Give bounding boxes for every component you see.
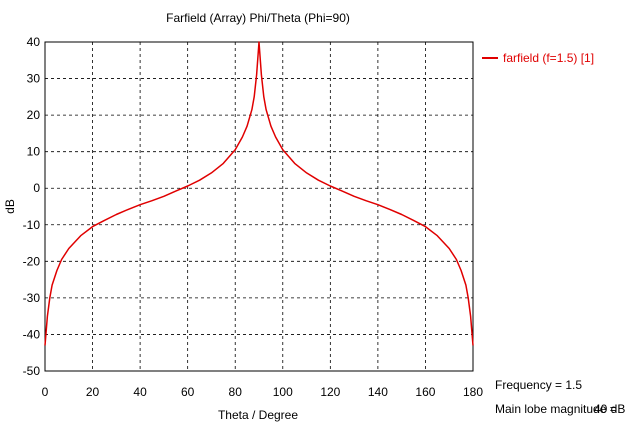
legend-label: farfield (f=1.5) [1]: [503, 51, 594, 65]
x-tick-label: 180: [463, 385, 483, 399]
y-axis-label: dB: [3, 199, 17, 214]
x-tick-label: 20: [86, 385, 100, 399]
main-lobe-label: Main lobe magnitude =: [495, 402, 617, 416]
series-line-0: [44, 41, 474, 346]
tick-labels: 0 20 40 60 80 100 120 140 160 180403020100-10-20-…: [23, 35, 484, 399]
y-tick-label: -40: [23, 327, 41, 341]
y-tick-label: -10: [23, 218, 41, 232]
x-tick-label: 100: [273, 385, 293, 399]
x-axis-label: Theta / Degree: [218, 408, 298, 422]
y-tick-label: 40: [27, 35, 41, 49]
y-tick-label: -30: [23, 291, 41, 305]
x-tick-label: 80: [229, 385, 243, 399]
x-tick-label: 40: [133, 385, 147, 399]
legend: farfield (f=1.5) [1]: [482, 51, 594, 65]
chart-title: Farfield (Array) Phi/Theta (Phi=90): [166, 11, 350, 25]
y-tick-label: 0: [33, 181, 40, 195]
x-tick-label: 160: [415, 385, 435, 399]
y-tick-label: -50: [23, 364, 41, 378]
x-tick-label: 120: [320, 385, 340, 399]
frequency-readout: Frequency = 1.5: [495, 378, 583, 392]
main-lobe-value: 40 dB: [594, 402, 626, 416]
x-tick-label: 140: [368, 385, 388, 399]
grid-lines: [45, 42, 473, 371]
series-layer: [44, 41, 474, 346]
y-tick-label: 10: [27, 145, 41, 159]
x-tick-label: 60: [181, 385, 195, 399]
y-tick-label: -20: [23, 254, 41, 268]
y-tick-label: 30: [27, 72, 41, 86]
y-tick-label: 20: [27, 108, 41, 122]
plot-area: [44, 41, 474, 372]
x-tick-label: 0: [42, 385, 49, 399]
